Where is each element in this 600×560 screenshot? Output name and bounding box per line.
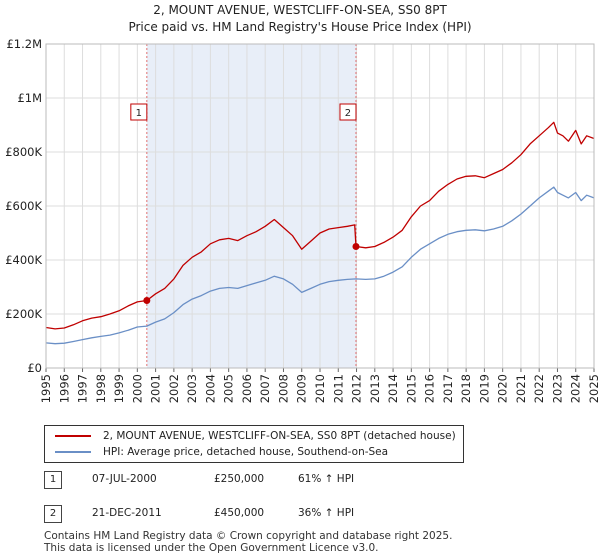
x-tick-label: 2016 bbox=[423, 374, 437, 403]
x-tick-label: 2007 bbox=[258, 374, 272, 403]
footer-line-licence: This data is licensed under the Open Gov… bbox=[44, 542, 379, 554]
transaction-date: 21-DEC-2011 bbox=[92, 507, 162, 519]
x-tick-label: 2017 bbox=[441, 374, 455, 403]
chart-title: 2, MOUNT AVENUE, WESTCLIFF-ON-SEA, SS0 8… bbox=[153, 3, 447, 17]
x-tick-label: 2004 bbox=[203, 374, 217, 403]
x-tick-label: 2019 bbox=[477, 374, 491, 403]
plot-frame bbox=[45, 43, 595, 369]
y-tick-label: £1M bbox=[17, 91, 42, 105]
x-tick-label: 2001 bbox=[149, 374, 163, 403]
x-tick-label: 2023 bbox=[550, 374, 564, 403]
y-tick-label: £0 bbox=[27, 361, 42, 375]
footer-line-copyright: Contains HM Land Registry data © Crown c… bbox=[44, 530, 453, 542]
x-tick-label: 2000 bbox=[130, 374, 144, 403]
transaction-marker: 1 bbox=[44, 471, 62, 489]
x-tick-label: 2009 bbox=[295, 374, 309, 403]
y-tick-label: £800K bbox=[5, 145, 42, 159]
transaction-date: 07-JUL-2000 bbox=[92, 473, 157, 485]
y-tick-label: £600K bbox=[5, 199, 42, 213]
hpi-series-line bbox=[45, 186, 595, 345]
transaction-hpi-change: 36% ↑ HPI bbox=[298, 507, 355, 519]
x-tick-label: 1995 bbox=[39, 374, 53, 403]
transaction-price: £250,000 bbox=[214, 473, 265, 485]
x-tick-label: 2008 bbox=[276, 374, 290, 403]
price-chart: 2, MOUNT AVENUE, WESTCLIFF-ON-SEA, SS0 8… bbox=[5, 3, 600, 403]
sale-badge-box bbox=[339, 103, 357, 121]
x-tick-label: 2015 bbox=[404, 374, 418, 403]
legend-item-property: 2, MOUNT AVENUE, WESTCLIFF-ON-SEA, SS0 8… bbox=[55, 428, 456, 444]
x-tick-label: 2021 bbox=[514, 374, 528, 403]
x-tick-label: 2003 bbox=[185, 374, 199, 403]
x-tick-label: 2011 bbox=[331, 374, 345, 403]
sale-badge-box bbox=[130, 103, 148, 121]
y-tick-label: £1.2M bbox=[6, 37, 42, 51]
legend-swatch-property bbox=[55, 435, 91, 437]
x-tick-label: 1996 bbox=[57, 374, 71, 403]
chart-legend: 2, MOUNT AVENUE, WESTCLIFF-ON-SEA, SS0 8… bbox=[44, 425, 464, 463]
x-tick-label: 1998 bbox=[94, 374, 108, 403]
x-tick-label: 2002 bbox=[167, 374, 181, 403]
sale-badge-label: 2 bbox=[345, 108, 351, 119]
legend-swatch-hpi bbox=[55, 451, 91, 453]
x-tick-label: 2012 bbox=[350, 374, 364, 403]
y-tick-label: £200K bbox=[5, 307, 42, 321]
x-tick-label: 2005 bbox=[222, 374, 236, 403]
transaction-marker: 2 bbox=[44, 505, 62, 523]
legend-label-hpi: HPI: Average price, detached house, Sout… bbox=[103, 446, 389, 458]
sale-point bbox=[143, 297, 151, 304]
y-tick-label: £400K bbox=[5, 253, 42, 267]
transaction-hpi-change: 61% ↑ HPI bbox=[298, 473, 355, 485]
transaction-price: £450,000 bbox=[214, 507, 265, 519]
x-tick-label: 2006 bbox=[240, 374, 254, 403]
x-tick-label: 2013 bbox=[368, 374, 382, 403]
sale-point bbox=[352, 243, 360, 250]
x-tick-label: 1997 bbox=[76, 374, 90, 403]
x-tick-label: 1999 bbox=[112, 374, 126, 403]
x-tick-label: 2018 bbox=[459, 374, 473, 403]
x-tick-label: 2010 bbox=[313, 374, 327, 403]
chart-subtitle: Price paid vs. HM Land Registry's House … bbox=[128, 20, 471, 34]
x-tick-label: 2022 bbox=[532, 374, 546, 403]
legend-item-hpi: HPI: Average price, detached house, Sout… bbox=[55, 444, 388, 460]
sale-badge-label: 1 bbox=[136, 108, 142, 119]
x-tick-label: 2014 bbox=[386, 374, 400, 403]
legend-label-property: 2, MOUNT AVENUE, WESTCLIFF-ON-SEA, SS0 8… bbox=[103, 430, 456, 442]
x-tick-label: 2020 bbox=[496, 374, 510, 403]
x-tick-label: 2024 bbox=[569, 374, 583, 403]
x-tick-label: 2025 bbox=[587, 374, 600, 403]
footer-attribution: Contains HM Land Registry data © Crown c… bbox=[44, 530, 452, 554]
